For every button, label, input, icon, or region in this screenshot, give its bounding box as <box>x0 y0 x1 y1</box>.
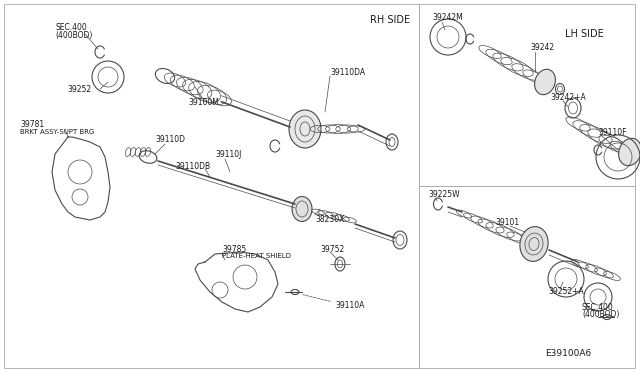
Text: 39110D: 39110D <box>155 135 185 144</box>
Ellipse shape <box>619 138 640 166</box>
Text: 39110A: 39110A <box>335 301 364 310</box>
Text: 39242: 39242 <box>530 42 554 51</box>
Text: 39225W: 39225W <box>428 189 460 199</box>
Text: LH SIDE: LH SIDE <box>565 29 604 39</box>
Text: 39242+A: 39242+A <box>550 93 586 102</box>
Text: (400BOD): (400BOD) <box>55 31 92 39</box>
Text: 39110J: 39110J <box>215 150 241 158</box>
Text: RH SIDE: RH SIDE <box>370 15 410 25</box>
Text: 39785: 39785 <box>222 244 246 253</box>
Text: 39110DB: 39110DB <box>175 161 210 170</box>
Text: 39781: 39781 <box>20 119 44 128</box>
Text: BRKT ASSY-SUPT BRG: BRKT ASSY-SUPT BRG <box>20 129 94 135</box>
Text: 39101: 39101 <box>495 218 519 227</box>
Text: 39242M: 39242M <box>432 13 463 22</box>
Text: 38230X: 38230X <box>315 215 344 224</box>
Ellipse shape <box>292 196 312 221</box>
Text: 39100M: 39100M <box>188 97 219 106</box>
Ellipse shape <box>520 227 548 262</box>
Text: PLATE-HEAT SHIELD: PLATE-HEAT SHIELD <box>222 253 291 259</box>
Ellipse shape <box>289 110 321 148</box>
Text: SEC.400: SEC.400 <box>582 302 614 311</box>
Text: E39100A6: E39100A6 <box>545 350 591 359</box>
Text: 39752: 39752 <box>320 246 344 254</box>
Text: (400BOD): (400BOD) <box>582 311 620 320</box>
Text: 39252: 39252 <box>67 84 91 93</box>
Text: 39252+A: 39252+A <box>548 288 584 296</box>
Text: 39110DA: 39110DA <box>330 67 365 77</box>
Ellipse shape <box>534 69 556 95</box>
Text: SEC.400: SEC.400 <box>55 22 87 32</box>
Text: 39110F: 39110F <box>598 128 627 137</box>
